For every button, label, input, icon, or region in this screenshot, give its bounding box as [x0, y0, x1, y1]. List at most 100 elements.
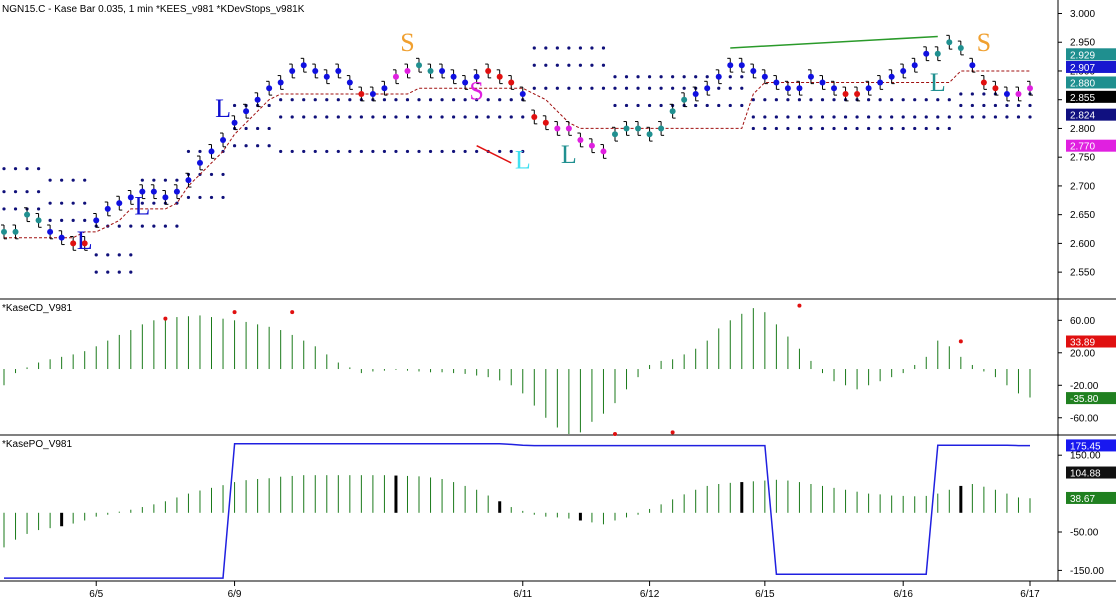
price-badge-label: 2.855: [1070, 93, 1095, 104]
dev-stop-dot: [279, 98, 283, 102]
dev-stop-dot: [451, 98, 456, 102]
dev-stop-dot: [2, 190, 6, 194]
dev-stop-dot: [428, 149, 433, 154]
price-bar-dot: [185, 177, 192, 184]
price-bar-dot: [416, 62, 423, 69]
price-bar-dot: [231, 119, 238, 126]
dev-stop-dot: [348, 149, 352, 154]
price-bar-dot: [681, 96, 688, 103]
dev-stop-dot: [636, 86, 640, 90]
dev-stop-dot: [959, 103, 963, 108]
dev-stop-dot: [970, 92, 974, 96]
price-bar-dot: [1, 228, 7, 235]
axis-tick-label: -150.00: [1070, 566, 1104, 577]
dev-stop-dot: [336, 115, 340, 119]
dev-stop-dot: [451, 115, 456, 119]
price-badge: [1066, 392, 1116, 405]
dev-stop-dot: [659, 103, 663, 108]
price-bar-dot: [289, 67, 296, 74]
dev-stop-dot: [1005, 115, 1009, 119]
dev-stop-dot: [878, 98, 882, 102]
dev-stop-dot: [244, 144, 248, 148]
price-bar-dot: [773, 79, 780, 86]
trendline: [730, 35, 938, 49]
dev-stop-dot: [428, 98, 433, 102]
time-tick-label: 6/17: [1020, 589, 1040, 600]
kasecd-peak-dot: [290, 310, 295, 315]
dev-stop-dot: [498, 98, 502, 102]
dev-stop-dot: [786, 115, 790, 119]
kees-stop-line: [4, 70, 1030, 239]
dev-stop-dot: [325, 98, 329, 102]
price-badge-label: 175.45: [1070, 441, 1101, 452]
dev-stop-dot: [555, 46, 559, 50]
dev-stop-dot: [175, 178, 179, 182]
dev-stop-dot: [267, 103, 271, 108]
price-bar-dot: [577, 136, 584, 143]
dev-stop-dot: [94, 253, 98, 257]
dev-stop-dot: [25, 190, 29, 194]
dev-stop-dot: [417, 149, 421, 154]
price-badge: [1066, 90, 1116, 103]
dev-stop-dot: [867, 126, 871, 131]
dev-stop-dot: [394, 149, 398, 154]
price-bar-dot: [600, 148, 607, 155]
dev-stop-dot: [740, 75, 744, 79]
dev-stop-dot: [186, 195, 191, 200]
dev-stop-dot: [728, 103, 732, 108]
price-badge: [1066, 60, 1116, 73]
price-bar-dot: [565, 125, 572, 132]
dev-stop-dot: [671, 86, 675, 90]
dev-stop-dot: [60, 218, 64, 223]
dev-stop-dot: [486, 98, 490, 102]
dev-stop-dot: [797, 115, 802, 119]
dev-stop-dot: [509, 98, 513, 102]
dev-stop-dot: [152, 201, 156, 205]
price-badge: [1066, 108, 1116, 121]
kasecd-peak-dot: [797, 303, 802, 308]
axis-tick-label: 2.600: [1070, 239, 1095, 250]
price-bar-dot: [104, 205, 111, 212]
dev-stop-dot: [774, 126, 778, 131]
price-bar-dot: [519, 90, 526, 97]
axis-tick-label: -60.00: [1070, 413, 1099, 424]
dev-stop-dot: [359, 149, 363, 154]
dev-stop-dot: [440, 115, 444, 119]
price-bar-dot: [220, 136, 227, 143]
price-bar-dot: [335, 67, 342, 74]
price-axis: 3.0002.9502.9002.8502.8002.7502.7002.650…: [1058, 9, 1116, 577]
price-bar-dot: [646, 131, 653, 138]
dev-stop-dot: [786, 126, 790, 131]
price-bar-dot: [934, 50, 941, 57]
dev-stop-dot: [624, 75, 629, 79]
signal-label: S: [469, 77, 483, 106]
dev-stop-dot: [774, 98, 778, 102]
dev-stop-dot: [313, 115, 317, 119]
dev-stop-dot: [36, 207, 41, 211]
dev-stop-dot: [601, 63, 606, 67]
axis-tick-label: -50.00: [1070, 528, 1099, 539]
dev-stop-dot: [451, 149, 456, 154]
price-bar-dot: [692, 90, 699, 97]
price-bar-dot: [277, 79, 284, 86]
dev-stop-dot: [532, 86, 536, 90]
dev-stop-dot: [313, 98, 317, 102]
price-bar-dot: [750, 67, 757, 74]
dev-stop-dot: [924, 115, 928, 119]
price-badge-label: 2.929: [1070, 50, 1095, 61]
dev-stop-dot: [936, 126, 940, 131]
dev-stop-dot: [382, 98, 387, 102]
dev-stop-dot: [867, 115, 871, 119]
dev-stop-dot: [855, 115, 859, 119]
dev-stop-dot: [521, 115, 525, 119]
dev-stop-dot: [325, 149, 329, 154]
trendline: [476, 145, 512, 164]
dev-stop-dot: [198, 149, 202, 154]
price-bar-dot: [243, 108, 250, 115]
price-bar-dot: [807, 73, 814, 80]
dev-stop-dot: [993, 115, 998, 119]
dev-stop-dot: [947, 115, 951, 119]
dev-stop-dot: [751, 98, 755, 102]
dev-stop-dot: [71, 218, 75, 223]
